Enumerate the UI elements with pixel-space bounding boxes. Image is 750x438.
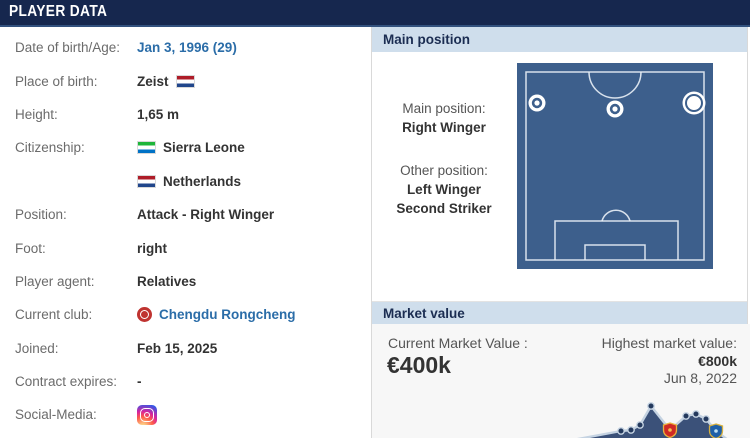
row-label: Position: xyxy=(15,207,67,223)
chart-data-points xyxy=(617,402,710,435)
position-value: Attack - Right Winger xyxy=(137,207,275,223)
table-row-contract-expires: Contract expires: - xyxy=(0,365,370,398)
table-row-foot: Foot: right xyxy=(0,231,370,264)
pitch-marker-left-winger xyxy=(528,94,546,112)
current-market-value-label: Current Market Value : xyxy=(388,335,528,351)
main-position-value: Right Winger xyxy=(402,120,486,135)
place-of-birth-text: Zeist xyxy=(137,73,169,89)
market-value-body: Current Market Value : €400k Highest mar… xyxy=(372,324,750,438)
chengdu-rongcheng-crest-icon[interactable] xyxy=(137,307,152,323)
highest-market-value-date: Jun 8, 2022 xyxy=(663,370,737,386)
current-club-link[interactable]: Chengdu Rongcheng xyxy=(159,307,296,323)
panel-divider xyxy=(371,27,372,438)
pitch-marker-second-striker xyxy=(606,100,624,118)
market-value-chart[interactable] xyxy=(555,383,750,438)
table-row-current-club: Current club: Chengdu Rongcheng xyxy=(0,298,370,331)
row-label: Contract expires: xyxy=(15,374,118,390)
sierra-leone-flag-icon xyxy=(137,141,156,155)
row-label: Foot: xyxy=(15,240,46,256)
table-row-player-agent: Player agent: Relatives xyxy=(0,265,370,298)
table-row-date-of-birth: Date of birth/Age: Jan 3, 1996 (29) xyxy=(0,31,370,64)
social-media-value xyxy=(137,404,157,425)
netherlands-flag-icon xyxy=(137,174,156,188)
joined-value: Feb 15, 2025 xyxy=(137,340,218,356)
other-position-label: Other position: xyxy=(400,163,488,178)
other-position-value-2: Second Striker xyxy=(396,201,492,216)
table-row-position: Position: Attack - Right Winger xyxy=(0,198,370,231)
citizenship-value-2: Netherlands xyxy=(137,174,241,189)
table-row-height: Height: 1,65 m xyxy=(0,98,370,131)
citizenship-text-1: Sierra Leone xyxy=(163,140,245,156)
instagram-icon[interactable] xyxy=(137,404,157,425)
row-label: Citizenship: xyxy=(15,140,85,156)
table-row-joined: Joined: Feb 15, 2025 xyxy=(0,332,370,365)
row-label: Current club: xyxy=(15,307,93,323)
club-crest-marker-blue xyxy=(708,423,724,438)
page-right-edge xyxy=(747,27,748,438)
current-club-value: Chengdu Rongcheng xyxy=(137,307,296,323)
date-of-birth-link[interactable]: Jan 3, 1996 (29) xyxy=(137,40,237,56)
table-row-place-of-birth: Place of birth: Zeist xyxy=(0,64,370,97)
citizenship-value-1: Sierra Leone xyxy=(137,140,245,155)
club-crest-marker-red xyxy=(662,422,678,438)
highest-market-value-block: Highest market value: €800k Jun 8, 2022 xyxy=(602,335,737,388)
player-data-header-bar: PLAYER DATA xyxy=(0,0,750,27)
chart-area xyxy=(583,406,726,438)
highest-market-value: €800k xyxy=(698,352,737,369)
other-position-value-1: Left Winger xyxy=(406,182,482,197)
position-pitch-diagram xyxy=(517,63,713,269)
netherlands-flag-icon xyxy=(175,74,195,88)
position-text-block: Main position: Right Winger Other positi… xyxy=(374,101,514,216)
row-label: Joined: xyxy=(15,340,59,356)
pitch-marker-right-winger-main xyxy=(682,91,706,115)
contract-expires-value: - xyxy=(137,374,142,390)
table-row-social-media: Social-Media: xyxy=(0,398,370,431)
player-agent-value: Relatives xyxy=(137,273,197,289)
pitch-field xyxy=(517,63,713,269)
row-label: Place of birth: xyxy=(15,73,98,89)
table-row-citizenship-2: Netherlands xyxy=(0,165,370,198)
page-title: PLAYER DATA xyxy=(9,3,108,20)
highest-market-value-label: Highest market value: xyxy=(601,335,737,351)
foot-value: right xyxy=(137,240,167,256)
row-label: Date of birth/Age: xyxy=(15,40,121,56)
table-row-citizenship-1: Citizenship: Sierra Leone xyxy=(0,131,370,164)
row-label: Player agent: xyxy=(15,273,95,289)
current-market-value: €400k xyxy=(387,352,451,378)
row-label: Height: xyxy=(15,106,58,122)
market-value-section-header: Market value xyxy=(372,301,747,324)
place-of-birth-value: Zeist xyxy=(137,74,195,89)
player-info-table: Date of birth/Age: Jan 3, 1996 (29) Plac… xyxy=(0,31,370,432)
height-value: 1,65 m xyxy=(137,106,180,122)
citizenship-text-2: Netherlands xyxy=(163,173,242,189)
row-label: Social-Media: xyxy=(15,407,97,423)
main-position-section-header: Main position xyxy=(372,27,747,52)
main-position-label: Main position: xyxy=(402,101,486,116)
